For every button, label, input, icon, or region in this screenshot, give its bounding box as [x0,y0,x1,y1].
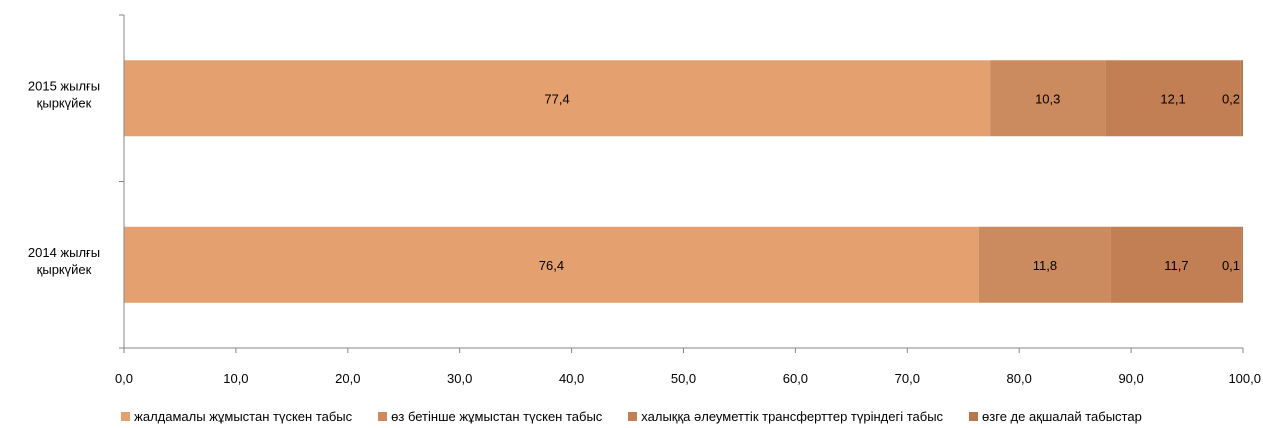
legend-item: жалдамалы жұмыстан түскен табыс [121,409,352,424]
x-tick-label: 60,0 [783,371,808,386]
legend-label: халыққа әлеуметтік трансферттер түріндег… [641,408,944,424]
bar-segment [1110,226,1242,303]
category-label: 2015 жылғы қыркүйек [28,78,100,110]
legend-swatch [969,411,979,421]
legend-item: өз бетінше жұмыстан түскен табыс [378,409,602,424]
x-tick-label: 40,0 [559,371,584,386]
x-tick-label: 10,0 [223,371,248,386]
legend-item: өзге де ақшалай табыстар [969,409,1142,424]
x-tick-label: 50,0 [671,371,696,386]
legend-swatch [628,411,638,421]
chart-legend: жалдамалы жұмыстан түскен табыс өз бетінш… [0,405,1263,427]
legend-label: жалдамалы жұмыстан түскен табыс [134,408,353,424]
bar-segment [1240,60,1243,137]
data-label: 0,1 [1222,258,1240,273]
x-tick-label: 0,0 [115,371,133,386]
bar-segment [124,226,979,303]
x-tick-label: 70,0 [895,371,920,386]
legend-label: өз бетінше жұмыстан түскен табыс [391,408,603,424]
x-tick-label: 20,0 [335,371,360,386]
data-label: 11,7 [1164,258,1188,273]
category-label: 2014 жылғы қыркүйек [28,245,100,277]
legend-item: халыққа әлеуметтік трансферттер түріндег… [628,409,943,424]
x-tick-label: 90,0 [1118,371,1143,386]
x-tick-label: 80,0 [1007,371,1032,386]
legend-label: өзге де ақшалай табыстар [982,408,1142,424]
data-label: 11,8 [1033,258,1057,273]
legend-swatch [378,411,388,421]
bar-segment [1105,60,1241,137]
legend-swatch [121,411,131,421]
data-label: 10,3 [1035,91,1060,106]
bar-segment [124,60,991,137]
x-tick-label: 100,0 [1228,371,1261,386]
stacked-bar-chart: 77,4 10,3 12,1 0,2 2015 жылғы қыркүйек 76,4 11,… [28,14,1261,386]
data-label: 77,4 [544,91,569,106]
bar-segment [978,226,1111,303]
data-label: 76,4 [539,258,564,273]
bar-segment [990,60,1106,137]
data-label: 0,2 [1222,91,1240,106]
data-label: 12,1 [1160,91,1185,106]
x-tick-label: 30,0 [447,371,472,386]
bar-segment [1241,226,1243,303]
